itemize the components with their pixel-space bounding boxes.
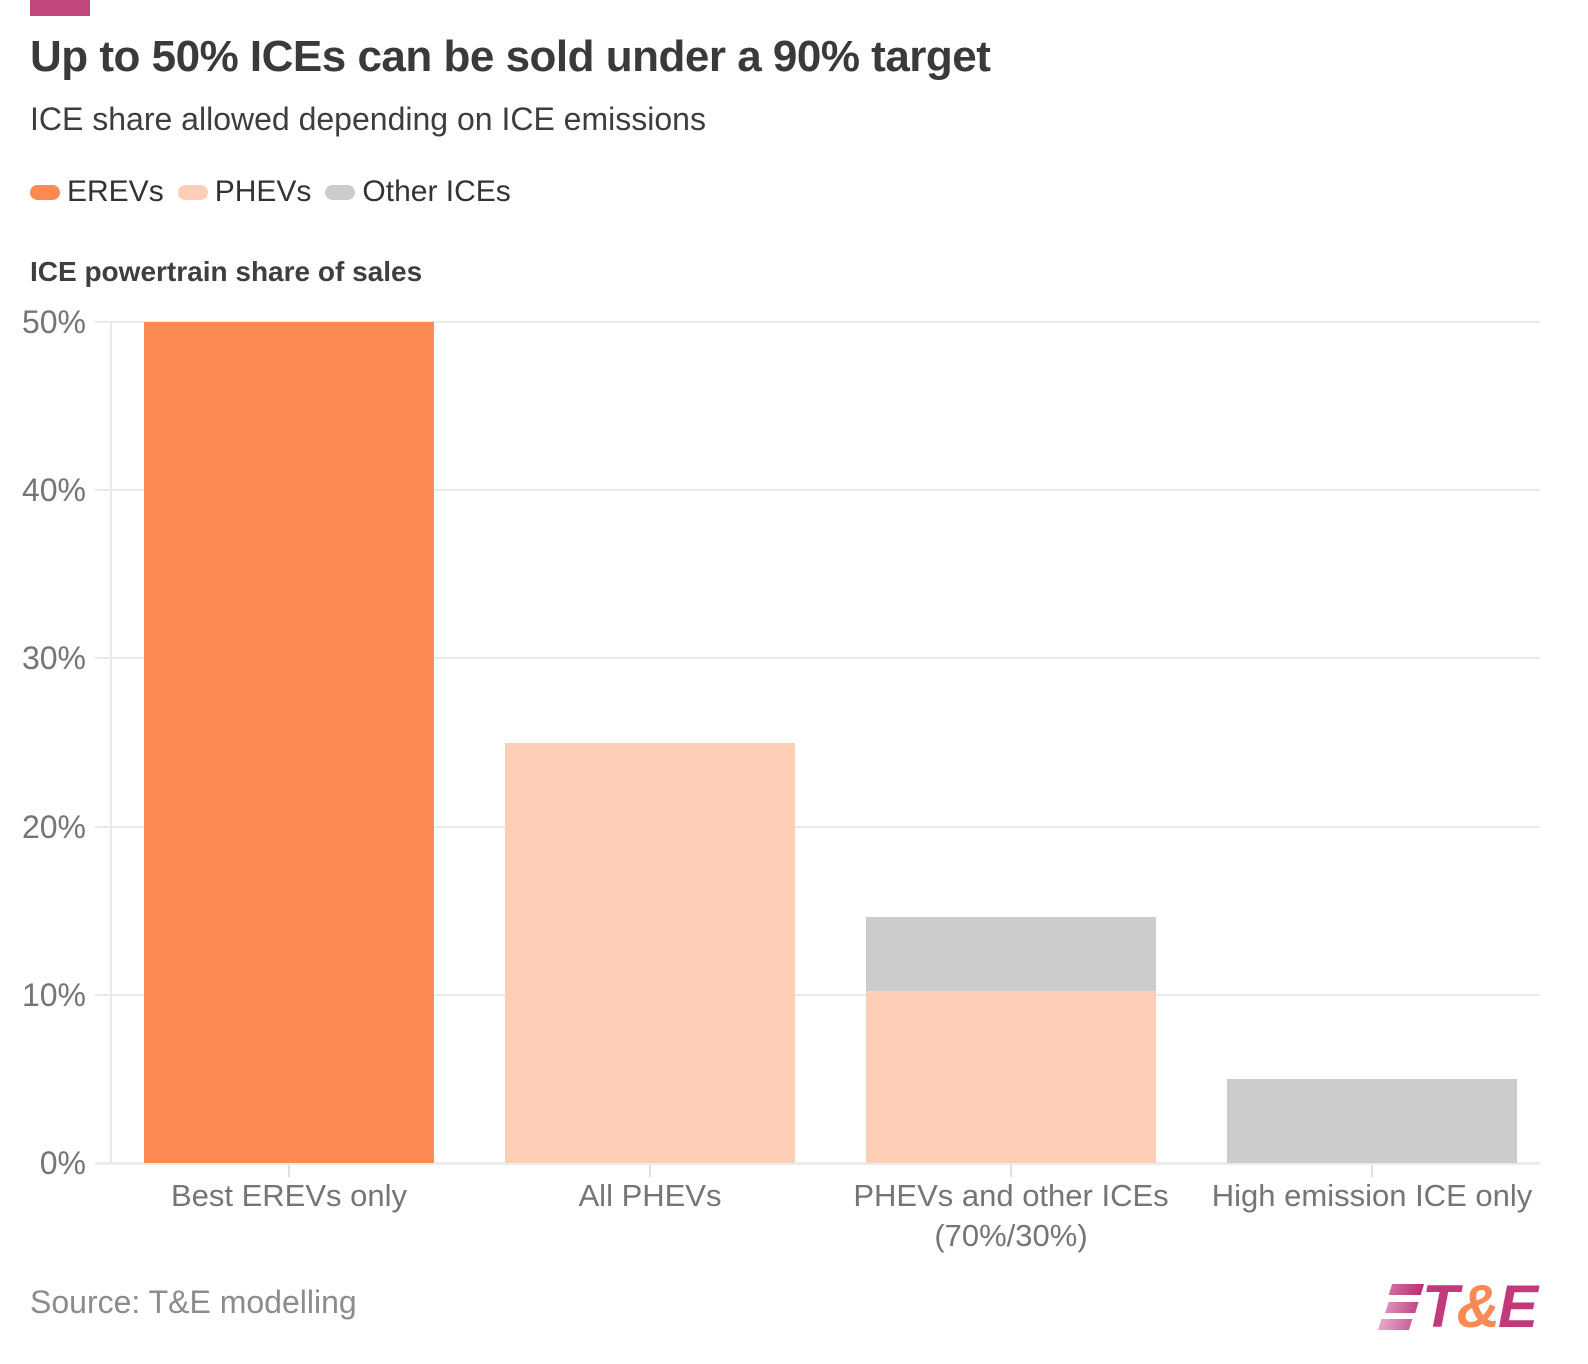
te-logo-text: T & E [1422,1272,1538,1341]
legend-item-phevs: PHEVs [177,175,312,209]
te-logo: T & E [1378,1272,1538,1341]
legend: EREVs PHEVs Other ICEs [30,175,511,209]
legend-label: Other ICEs [362,175,511,208]
source-note: Source: T&E modelling [30,1284,357,1320]
legend-item-other-ices: Other ICEs [325,175,511,209]
bar-segment-phevs [866,991,1156,1163]
chart-title: Up to 50% ICEs can be sold under a 90% t… [30,32,991,81]
logo-ampersand: & [1456,1273,1500,1340]
y-tick-label-40%: 40% [21,472,86,509]
y-tick-label-30%: 30% [21,640,86,677]
legend-label: EREVs [67,175,164,208]
x-tick [1010,1165,1012,1177]
y-axis-title: ICE powertrain share of sales [30,256,423,287]
x-tick [1371,1165,1373,1177]
legend-label: PHEVs [214,175,312,208]
chart-subtitle: ICE share allowed depending on ICE emiss… [30,101,706,137]
bar-segment-phevs [505,742,795,1163]
x-category-label: High emission ICE only [1211,1178,1533,1213]
gridline-0% [95,1162,1540,1165]
legend-swatch-icon [325,184,356,200]
logo-letter-e: E [1498,1273,1539,1340]
x-category-label: All PHEVs [578,1178,722,1213]
x-tick [649,1165,651,1177]
y-tick-label-10%: 10% [21,976,86,1013]
bar-segment-other-ices [1227,1078,1517,1163]
gridline-10% [95,993,1540,996]
accent-bar [30,0,90,16]
x-tick [288,1165,290,1177]
legend-swatch-icon [30,184,60,200]
bar-segment-other-ices [866,917,1156,992]
legend-item-erevs: EREVs [30,175,164,209]
gridline-50% [95,321,1540,323]
gridline-30% [95,657,1540,660]
x-category-label: PHEVs and other ICEs (70%/30%) [853,1178,1169,1254]
legend-swatch-icon [177,184,208,200]
bar-segment-erevs [144,322,434,1163]
y-tick-label-20%: 20% [21,808,86,845]
te-logo-mark-icon [1378,1283,1426,1330]
logo-letter-t: T [1422,1273,1459,1340]
gridline-20% [95,825,1540,828]
x-category-label: Best EREVs only [170,1178,408,1213]
y-tick-label-0%: 0% [39,1145,86,1181]
y-tick-label-50%: 50% [21,304,86,340]
y-axis-line [110,322,112,1163]
gridline-40% [95,489,1540,492]
